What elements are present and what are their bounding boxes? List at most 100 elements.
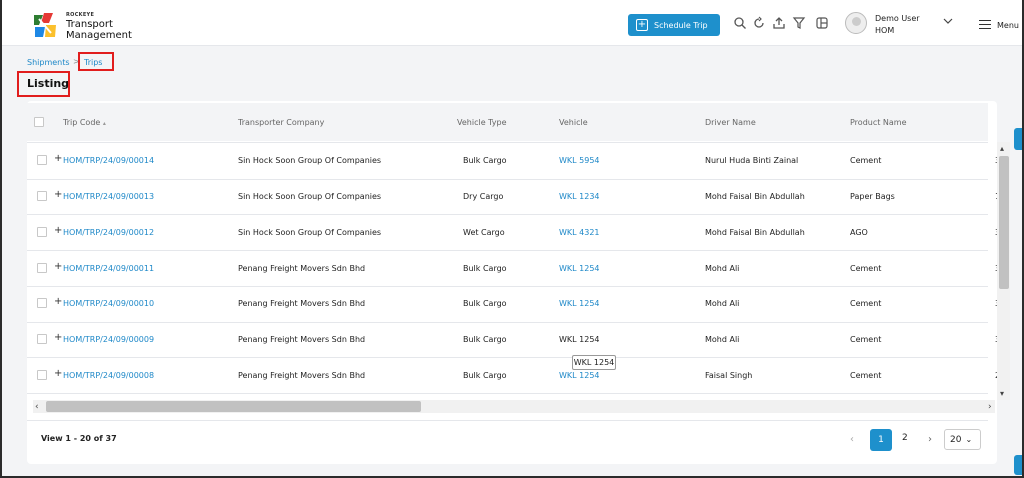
- row-checkbox[interactable]: [37, 334, 47, 344]
- vehicle-type-cell: Wet Cargo: [463, 228, 505, 237]
- horizontal-scroll-thumb[interactable]: [46, 401, 421, 412]
- vehicle-type-cell: Bulk Cargo: [463, 156, 507, 165]
- vertical-scroll-thumb[interactable]: [999, 156, 1009, 289]
- avatar[interactable]: [845, 12, 867, 34]
- column-vehicle-type[interactable]: Vehicle Type: [457, 118, 507, 127]
- column-transporter-company[interactable]: Transporter Company: [238, 118, 325, 127]
- product-name-cell: Cement: [850, 299, 882, 308]
- product-name-cell: Cement: [850, 156, 882, 165]
- product-name-cell: Paper Bags: [850, 192, 895, 201]
- sort-icon[interactable]: ▴: [102, 120, 106, 127]
- filter-icon[interactable]: [792, 16, 806, 30]
- expand-row-icon[interactable]: +: [54, 261, 63, 272]
- expand-row-icon[interactable]: +: [54, 296, 63, 307]
- next-page-button[interactable]: ›: [928, 434, 932, 445]
- vehicle-cell[interactable]: WKL 1254: [559, 299, 600, 308]
- scroll-left-arrow[interactable]: ‹: [35, 402, 39, 412]
- plus-icon: +: [636, 19, 648, 31]
- column-vehicle[interactable]: Vehicle: [559, 118, 588, 127]
- vehicle-type-cell: Bulk Cargo: [463, 264, 507, 273]
- scroll-down-arrow[interactable]: ▾: [1000, 389, 1005, 398]
- row-checkbox[interactable]: [37, 155, 47, 165]
- page-button-1[interactable]: 1: [870, 429, 892, 451]
- page-size-select[interactable]: 20 ⌄: [944, 429, 981, 450]
- driver-name-cell: Mohd Ali: [705, 299, 740, 308]
- expand-row-icon[interactable]: +: [54, 153, 63, 164]
- transporter-company-cell: Sin Hock Soon Group Of Companies: [238, 192, 382, 201]
- row-checkbox[interactable]: [37, 370, 47, 380]
- scroll-right-arrow[interactable]: ›: [988, 402, 992, 412]
- row-checkbox[interactable]: [37, 191, 47, 201]
- product-name-cell: Cement: [850, 371, 882, 380]
- driver-name-cell: Faisal Singh: [705, 371, 753, 380]
- column-trip-code[interactable]: Trip Code ▴: [63, 118, 106, 127]
- driver-name-cell: Mohd Ali: [705, 264, 740, 273]
- expand-row-icon[interactable]: +: [54, 189, 63, 200]
- product-name-cell: AGO: [850, 228, 868, 237]
- search-icon[interactable]: [733, 16, 747, 30]
- trip-code-link[interactable]: HOM/TRP/24/09/00010: [63, 299, 155, 308]
- column-product-name[interactable]: Product Name: [850, 118, 907, 127]
- trip-code-link[interactable]: HOM/TRP/24/09/00014: [63, 156, 155, 165]
- transporter-company-cell: Penang Freight Movers Sdn Bhd: [238, 335, 366, 344]
- product-name-cell: Cement: [850, 335, 882, 344]
- driver-name-cell: Mohd Ali: [705, 335, 740, 344]
- breadcrumb-trips[interactable]: Trips: [84, 58, 103, 67]
- user-name: Demo User: [875, 14, 920, 23]
- trip-code-link[interactable]: HOM/TRP/24/09/00012: [63, 228, 155, 237]
- schedule-trip-label: Schedule Trip: [654, 20, 708, 30]
- row-checkbox[interactable]: [37, 263, 47, 273]
- schedule-trip-button[interactable]: + Schedule Trip: [628, 14, 720, 36]
- page-size-value: 20: [950, 434, 962, 445]
- side-panel-tab-bottom[interactable]: [1014, 455, 1024, 475]
- vehicle-tooltip: WKL 1254: [572, 355, 616, 370]
- brand-tagline: ROCKEYE: [66, 12, 95, 18]
- refresh-icon[interactable]: [752, 16, 766, 30]
- vehicle-cell[interactable]: WKL 1254: [559, 371, 600, 380]
- breadcrumb-shipments[interactable]: Shipments: [27, 58, 70, 67]
- menu-label[interactable]: Menu: [997, 21, 1019, 30]
- upload-icon[interactable]: [772, 16, 786, 30]
- chevron-down-icon[interactable]: [943, 17, 953, 25]
- trip-code-link[interactable]: HOM/TRP/24/09/00013: [63, 192, 155, 201]
- vehicle-cell[interactable]: WKL 1254: [559, 264, 600, 273]
- expand-row-icon[interactable]: +: [54, 225, 63, 236]
- select-all-checkbox[interactable]: [34, 117, 44, 127]
- vehicle-cell[interactable]: WKL 1234: [559, 192, 600, 201]
- row-checkbox[interactable]: [37, 227, 47, 237]
- table-header: [27, 103, 988, 141]
- transporter-company-cell: Penang Freight Movers Sdn Bhd: [238, 264, 366, 273]
- brand-line-2: Management: [66, 30, 132, 41]
- footer-divider: [27, 420, 988, 421]
- columns-icon[interactable]: [815, 16, 829, 30]
- trip-code-link[interactable]: HOM/TRP/24/09/00008: [63, 371, 155, 380]
- side-panel-tab[interactable]: [1014, 128, 1024, 150]
- trip-code-link[interactable]: HOM/TRP/24/09/00011: [63, 264, 155, 273]
- vehicle-cell[interactable]: WKL 4321: [559, 228, 600, 237]
- scroll-up-arrow[interactable]: ▴: [1000, 144, 1005, 153]
- user-org: HOM: [875, 26, 895, 35]
- column-driver-name[interactable]: Driver Name: [705, 118, 756, 127]
- transporter-company-cell: Sin Hock Soon Group Of Companies: [238, 228, 382, 237]
- app-logo: [31, 11, 59, 39]
- expand-row-icon[interactable]: +: [54, 368, 63, 379]
- page-button-2[interactable]: 2: [902, 433, 908, 443]
- row-divider: [27, 250, 988, 251]
- trip-code-link[interactable]: HOM/TRP/24/09/00009: [63, 335, 155, 344]
- row-checkbox[interactable]: [37, 298, 47, 308]
- expand-row-icon[interactable]: +: [54, 332, 63, 343]
- highlight-box-title: [17, 71, 70, 97]
- page-title: Listing: [27, 77, 70, 90]
- transporter-company-cell: Penang Freight Movers Sdn Bhd: [238, 299, 366, 308]
- row-divider: [27, 179, 988, 180]
- menu-icon[interactable]: [979, 20, 991, 29]
- driver-name-cell: Nurul Huda Binti Zainal: [705, 156, 799, 165]
- driver-name-cell: Mohd Faisal Bin Abdullah: [705, 192, 805, 201]
- vehicle-type-cell: Bulk Cargo: [463, 335, 507, 344]
- vehicle-cell[interactable]: WKL 5954: [559, 156, 600, 165]
- transporter-company-cell: Penang Freight Movers Sdn Bhd: [238, 371, 366, 380]
- chevron-down-icon: ⌄: [965, 435, 973, 444]
- previous-page-button[interactable]: ‹: [850, 434, 854, 445]
- vehicle-type-cell: Dry Cargo: [463, 192, 504, 201]
- row-divider: [27, 393, 988, 394]
